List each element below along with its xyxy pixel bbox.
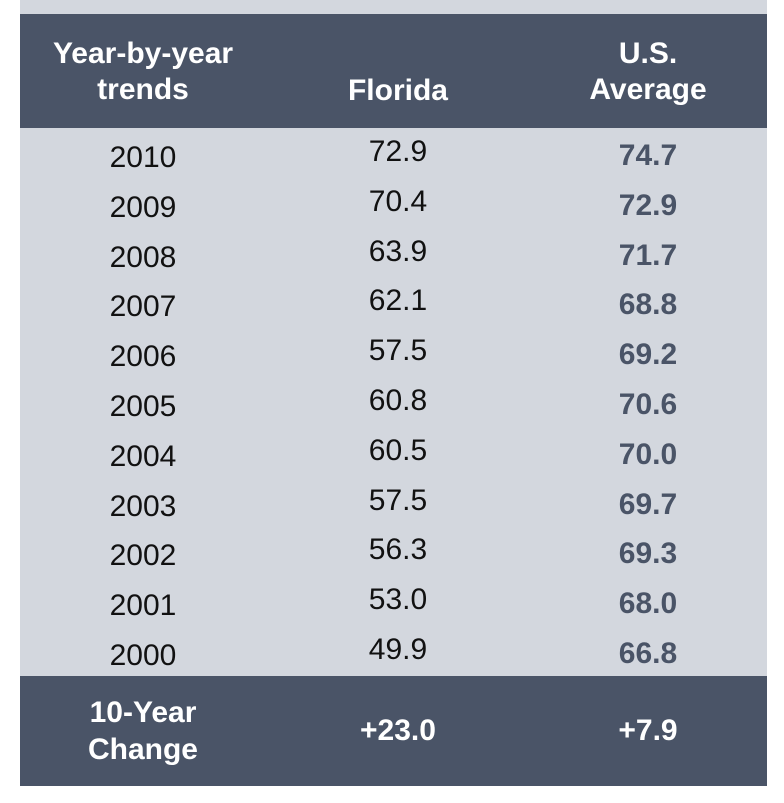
florida-cell: 70.4 xyxy=(368,184,428,218)
florida-cell: 63.9 xyxy=(368,234,428,268)
us-average-cell: 68.8 xyxy=(618,288,678,322)
footer-us-change: +7.9 xyxy=(618,714,678,747)
year-cell: 2009 xyxy=(109,190,177,224)
year-cell: 2004 xyxy=(109,439,177,473)
us-average-cell: 69.2 xyxy=(618,338,678,372)
us-average-cell: 66.8 xyxy=(618,636,678,670)
footer-line: 10-Year xyxy=(89,696,197,729)
header-line: Average xyxy=(589,73,707,106)
table-row: 2001 53.0 68.0 xyxy=(20,580,767,630)
us-average-cell: 70.0 xyxy=(618,437,678,471)
year-cell: 2000 xyxy=(109,638,177,672)
table-body: 2010 72.9 74.7 2009 70.4 72.9 2008 63.9 71.7 2007… xyxy=(20,132,767,680)
table-row: 2009 70.4 72.9 xyxy=(20,182,767,232)
year-cell: 2010 xyxy=(109,141,177,174)
table-row: 2008 63.9 71.7 xyxy=(20,232,767,282)
florida-cell: 72.9 xyxy=(368,135,428,168)
year-cell: 2007 xyxy=(109,290,177,324)
year-cell: 2005 xyxy=(109,389,177,423)
table-row: 2004 60.5 70.0 xyxy=(20,431,767,481)
table-footer: 10-Year Change +23.0 +7.9 xyxy=(20,676,767,786)
footer-10-year-change: 10-Year Change xyxy=(20,694,266,768)
us-average-cell: 72.9 xyxy=(618,188,678,222)
year-cell: 2003 xyxy=(109,489,177,523)
header-line: U.S. xyxy=(618,37,678,70)
footer-florida-change: +23.0 xyxy=(360,714,436,747)
table-header: Year-by-year trends Florida U.S. Average xyxy=(20,14,767,128)
us-average-cell: 74.7 xyxy=(618,139,678,172)
us-average-cell: 69.3 xyxy=(618,537,678,571)
header-florida: Florida xyxy=(347,74,448,107)
footer-line: Change xyxy=(87,733,198,766)
florida-cell: 62.1 xyxy=(368,284,428,318)
table-row: 2006 57.5 69.2 xyxy=(20,331,767,381)
table-row: 2007 62.1 68.8 xyxy=(20,281,767,331)
us-average-cell: 71.7 xyxy=(618,238,678,272)
florida-cell: 60.8 xyxy=(368,383,428,417)
florida-cell: 57.5 xyxy=(368,483,428,517)
florida-cell: 57.5 xyxy=(368,334,428,368)
header-line: trends xyxy=(97,73,189,106)
table-row: 2005 60.8 70.6 xyxy=(20,381,767,431)
year-cell: 2008 xyxy=(109,240,177,274)
header-year-by-year-trends: Year-by-year trends xyxy=(20,36,266,108)
us-average-cell: 70.6 xyxy=(618,387,678,421)
florida-cell: 56.3 xyxy=(368,533,428,567)
header-line: Year-by-year xyxy=(52,37,234,70)
year-cell: 2001 xyxy=(109,589,177,623)
header-us-average: U.S. Average xyxy=(520,36,776,108)
table-row: 2010 72.9 74.7 xyxy=(20,132,767,182)
table-row: 2000 49.9 66.8 xyxy=(20,630,767,680)
year-cell: 2002 xyxy=(109,539,177,573)
florida-cell: 53.0 xyxy=(368,583,428,617)
trends-table: Year-by-year trends Florida U.S. Average… xyxy=(20,0,767,786)
table-row: 2002 56.3 69.3 xyxy=(20,530,767,580)
year-cell: 2006 xyxy=(109,340,177,374)
us-average-cell: 69.7 xyxy=(618,487,678,521)
table-row: 2003 57.5 69.7 xyxy=(20,481,767,531)
florida-cell: 49.9 xyxy=(368,632,428,666)
us-average-cell: 68.0 xyxy=(618,587,678,621)
florida-cell: 60.5 xyxy=(368,433,428,467)
